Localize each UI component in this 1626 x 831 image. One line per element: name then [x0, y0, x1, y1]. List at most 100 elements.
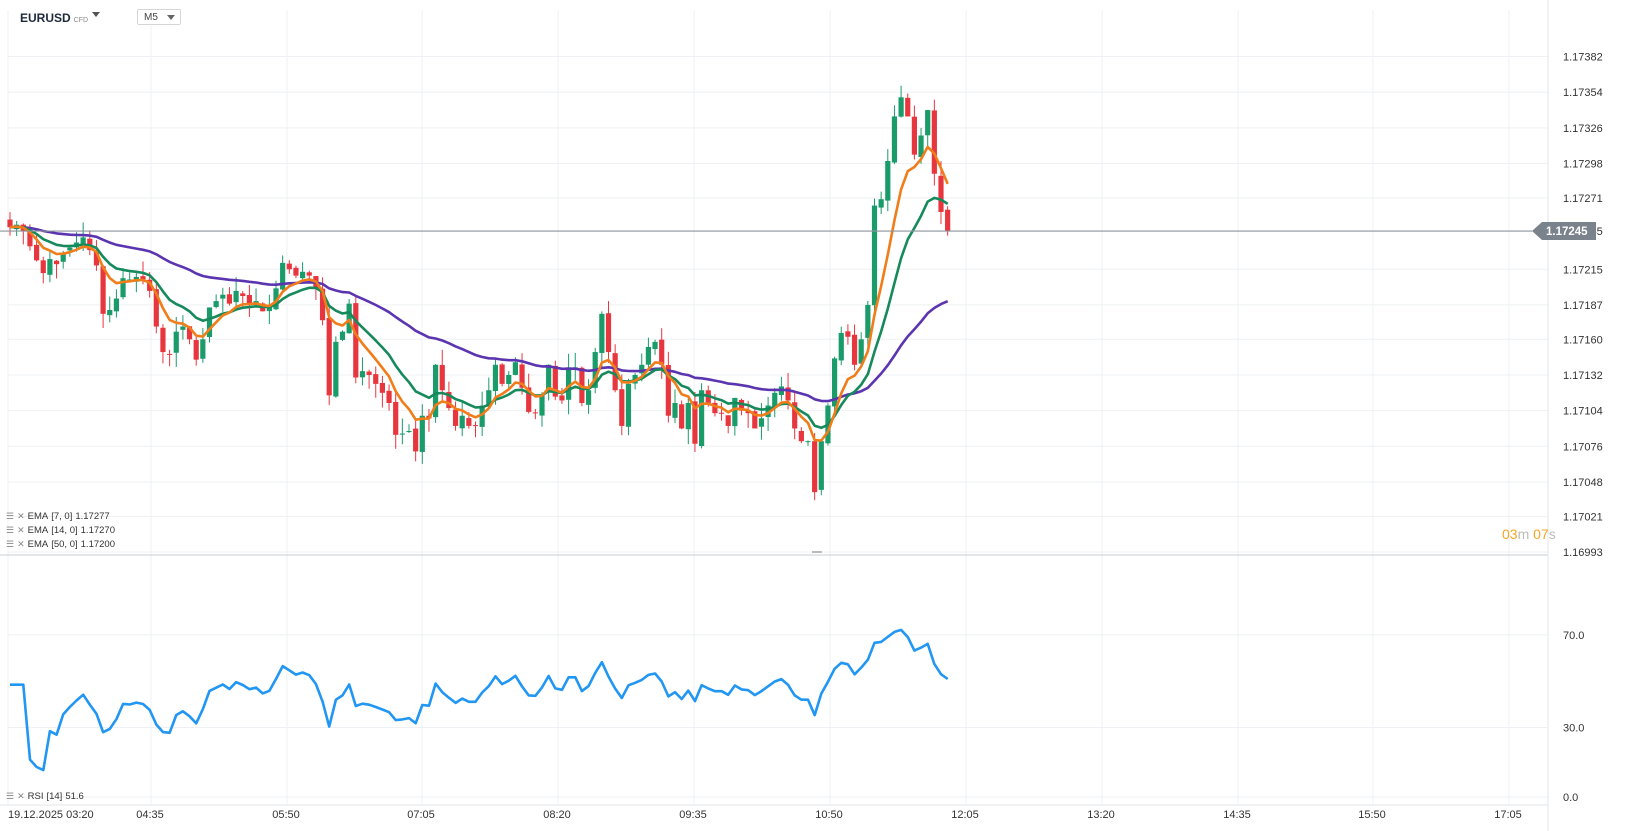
candle-body: [552, 365, 558, 397]
candle-body: [838, 332, 844, 361]
indicator-label: RSI: [27, 791, 44, 802]
candle-body: [47, 259, 53, 275]
candle-body: [386, 390, 392, 403]
candle-body: [818, 441, 824, 490]
candle-body: [566, 367, 572, 400]
pane-resize-handle[interactable]: [812, 551, 822, 553]
candle-body: [792, 402, 798, 429]
symbol-type: CFD: [73, 17, 89, 24]
candle-body: [240, 293, 246, 296]
candle-body: [712, 402, 718, 414]
close-icon[interactable]: ✕: [17, 791, 25, 801]
indicator-legend-rsi: ☰ ✕ RSI [14] 51.6: [6, 791, 84, 802]
candle-body: [93, 251, 100, 266]
candle-body: [459, 415, 465, 429]
candle-body: [346, 303, 352, 334]
candle-body: [645, 346, 651, 365]
candle-body: [812, 441, 818, 493]
countdown-seconds: 07: [1533, 526, 1549, 542]
candle-body: [765, 405, 771, 417]
ema-50-line: [9, 225, 949, 403]
candle-body: [732, 397, 738, 427]
candle-body: [113, 298, 119, 312]
candle-body: [200, 339, 206, 359]
candle-body: [413, 428, 419, 452]
candle-body: [53, 260, 60, 265]
candle-body: [878, 199, 884, 208]
settings-icon[interactable]: ☰: [6, 791, 15, 801]
candle-body: [193, 340, 199, 360]
candle-body: [446, 392, 452, 409]
candle-body: [492, 364, 499, 392]
price-tick-label: 1.17132: [1563, 370, 1603, 382]
candle-body: [333, 341, 339, 397]
candle-body: [326, 318, 332, 396]
candle-body: [898, 97, 904, 117]
candle-body: [160, 327, 166, 353]
rsi-line: [10, 628, 949, 772]
candle-body: [585, 390, 592, 405]
countdown-minutes-unit: m: [1517, 526, 1530, 542]
candle-body: [373, 374, 379, 384]
candle-body: [692, 401, 698, 444]
candle-body: [532, 412, 538, 414]
candle-body: [280, 262, 286, 290]
price-tick-label: 1.17215: [1563, 264, 1603, 276]
price-tick-label: 1.16993: [1563, 547, 1603, 559]
time-tick-label: 08:20: [543, 809, 571, 821]
price-tick-label: 1.17382: [1563, 52, 1603, 64]
candle-body: [891, 116, 898, 163]
candle-body: [27, 230, 33, 247]
candle-body: [832, 358, 838, 407]
candle-body: [738, 399, 745, 411]
symbol-selector[interactable]: EURUSD CFD: [20, 11, 88, 25]
price-tick-label: 1.17048: [1563, 477, 1603, 489]
candle-body: [419, 415, 425, 452]
indicator-value: 51.6: [65, 791, 84, 802]
candle-body: [67, 247, 73, 251]
settings-icon[interactable]: ☰: [6, 511, 15, 521]
candle-body: [905, 97, 911, 117]
candle-body: [931, 110, 937, 174]
close-icon[interactable]: ✕: [17, 525, 25, 535]
candle-body: [619, 389, 625, 426]
close-icon[interactable]: ✕: [17, 539, 25, 549]
candle-body: [652, 341, 658, 350]
candle-body: [7, 219, 13, 228]
chevron-down-icon[interactable]: [92, 12, 100, 17]
candle-body: [506, 374, 512, 384]
settings-icon[interactable]: ☰: [6, 525, 15, 535]
candle-body: [725, 415, 731, 426]
timeframe-value: M5: [144, 12, 158, 23]
candle-body: [339, 331, 346, 340]
candle-body: [286, 263, 292, 270]
current-price-label: 1.17245: [1546, 226, 1588, 238]
candle-body: [798, 430, 804, 442]
candle-body: [526, 387, 532, 412]
candle-body: [433, 364, 439, 418]
candle-body: [60, 252, 66, 262]
candle-body: [718, 412, 725, 414]
candle-body: [845, 331, 851, 337]
price-tick-label: 1.17160: [1563, 334, 1603, 346]
candle-body: [300, 271, 306, 279]
candle-body: [359, 371, 366, 378]
candle-body: [140, 276, 146, 280]
candle-body: [393, 401, 399, 435]
candle-body: [925, 110, 931, 136]
candle-body: [173, 331, 179, 353]
candle-body: [639, 364, 645, 374]
indicator-label: EMA: [27, 539, 49, 550]
candle-body: [546, 364, 552, 393]
timeframe-select[interactable]: M5: [137, 9, 181, 25]
candle-body: [379, 382, 385, 393]
candle-body: [40, 260, 46, 274]
time-tick-label: 10:50: [815, 809, 843, 821]
close-icon[interactable]: ✕: [17, 511, 25, 521]
indicator-params: [50, 0]: [51, 539, 78, 550]
candle-body: [865, 304, 871, 338]
candle-body: [246, 294, 252, 304]
candle-body: [233, 290, 239, 303]
settings-icon[interactable]: ☰: [6, 539, 15, 549]
